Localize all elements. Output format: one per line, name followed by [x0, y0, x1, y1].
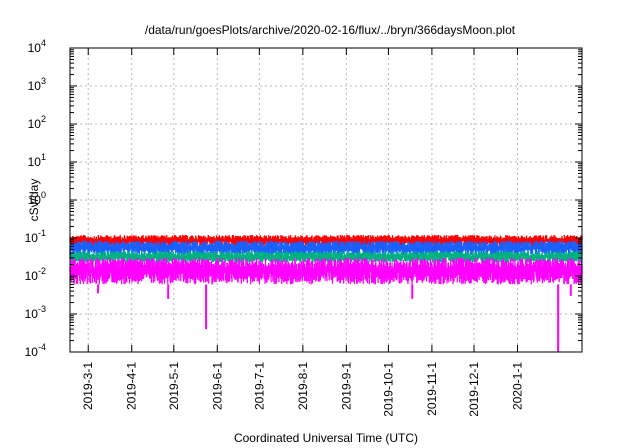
y-axis-label: cSv/day	[27, 179, 41, 222]
x-tick-label: 2019-3-1	[81, 362, 95, 410]
y-tick-label: 102	[28, 114, 46, 131]
x-tick-label: 2019-12-1	[467, 362, 481, 417]
x-tick-labels: 2019-3-1 2019-4-1 2019-5-1 2019-6-1 2019-7-1…	[81, 362, 524, 417]
data-series	[69, 234, 583, 352]
chart-title: /data/run/goesPlots/archive/2020-02-16/f…	[145, 23, 516, 37]
x-tick-label: 2019-4-1	[125, 362, 139, 410]
x-tick-label: 2019-10-1	[381, 362, 395, 417]
x-tick-label: 2019-5-1	[167, 362, 181, 410]
x-tick-label: 2019-8-1	[296, 362, 310, 410]
x-tick-label: 2020-1-1	[510, 362, 524, 410]
series-3-trace	[69, 257, 583, 285]
x-tick-label: 2019-6-1	[210, 362, 224, 410]
y-tick-label: 10-1	[25, 228, 46, 245]
grid	[70, 48, 582, 352]
x-tick-label: 2019-9-1	[339, 362, 353, 410]
y-tick-label: 10-3	[25, 304, 46, 321]
y-tick-label: 103	[28, 76, 46, 93]
y-tick-label: 10-4	[25, 342, 46, 359]
x-tick-label: 2019-11-1	[425, 362, 439, 416]
y-tick-label: 104	[28, 38, 46, 55]
y-tick-label: 101	[28, 152, 46, 169]
x-tick-label: 2019-7-1	[252, 362, 266, 410]
axis-ticks	[70, 47, 582, 353]
y-tick-label: 10-2	[25, 266, 46, 283]
x-axis-label: Coordinated Universal Time (UTC)	[234, 431, 418, 445]
